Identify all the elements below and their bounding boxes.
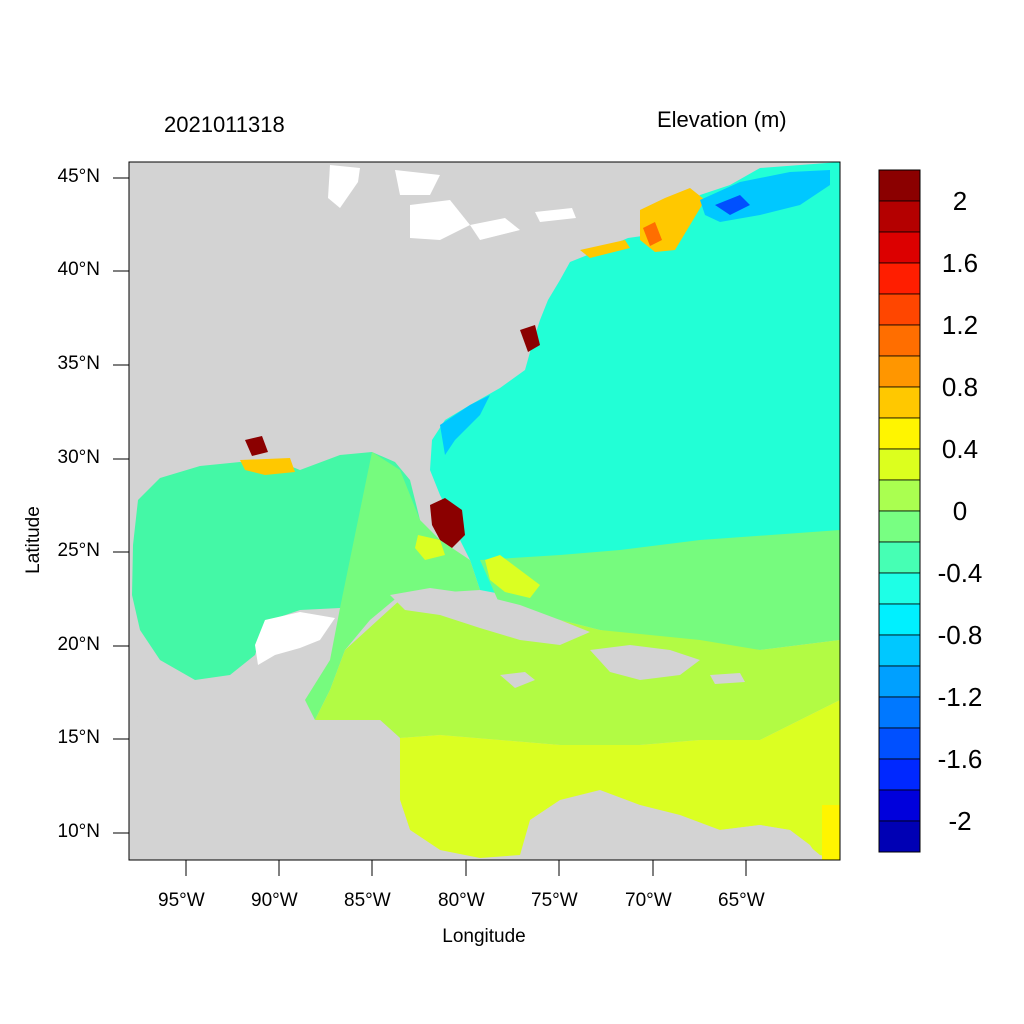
y-tick-label: 35°N xyxy=(57,353,100,374)
x-tick-label: 65°W xyxy=(718,890,765,911)
colorbar-swatch xyxy=(878,634,921,667)
ocean-bahamas xyxy=(480,530,840,650)
ocean-nw-caribbean xyxy=(305,452,480,720)
anomaly-mississippi xyxy=(245,436,268,456)
colorbar-swatch xyxy=(878,758,921,791)
colorbar-swatch xyxy=(878,727,921,760)
anomaly-georgia-bight xyxy=(440,395,490,455)
ocean-gulf-of-mexico xyxy=(132,452,430,680)
variable-title: Elevation (m) xyxy=(657,107,787,132)
colorbar-swatch xyxy=(878,665,921,698)
colorbar-swatch xyxy=(878,200,921,233)
ocean-caribbean-north xyxy=(315,600,840,745)
colorbar-label: -0.8 xyxy=(937,620,983,650)
timestamp-title: 2021011318 xyxy=(164,112,285,137)
x-tick-label: 85°W xyxy=(344,890,391,911)
island-jamaica xyxy=(500,672,535,688)
anomaly-cape-cod xyxy=(643,222,662,246)
map-panel xyxy=(129,162,840,860)
colorbar-label: 2 xyxy=(952,186,968,216)
central-america xyxy=(129,715,400,860)
colorbar-label: -1.2 xyxy=(937,682,983,712)
y-tick-label: 40°N xyxy=(57,259,100,280)
island-hispaniola xyxy=(590,645,700,680)
colorbar-label: -2 xyxy=(948,806,972,836)
anomaly-trinidad xyxy=(822,805,840,860)
central-america-east xyxy=(330,720,440,860)
y-tick-label: 45°N xyxy=(57,166,100,187)
y-tick-label: 15°N xyxy=(57,727,100,748)
x-tick-label: 75°W xyxy=(531,890,578,911)
y-tick-label: 25°N xyxy=(57,540,100,561)
x-tick-label: 80°W xyxy=(438,890,485,911)
anomaly-nova-scotia-core xyxy=(715,195,750,215)
x-axis-label: Longitude xyxy=(442,926,526,947)
y-tick-label: 20°N xyxy=(57,634,100,655)
map-frame xyxy=(128,161,841,861)
y-tick-label: 30°N xyxy=(57,447,100,468)
x-tick-label: 90°W xyxy=(251,890,298,911)
anomaly-south-florida xyxy=(430,498,465,548)
ocean-caribbean-south xyxy=(400,700,840,860)
colorbar-swatch xyxy=(878,572,921,605)
colorbar-swatch xyxy=(878,386,921,419)
colorbar-swatch xyxy=(878,355,921,388)
colorbar-label: -0.4 xyxy=(937,558,983,588)
colorbar-swatch xyxy=(878,231,921,264)
yucatan-shelf xyxy=(255,612,335,665)
colorbar-label: -1.6 xyxy=(937,744,983,774)
colorbar-swatch xyxy=(878,541,921,574)
colorbar-swatch xyxy=(878,169,921,202)
anomaly-long-island xyxy=(580,240,630,258)
x-tick-label: 95°W xyxy=(158,890,205,911)
colorbar-swatch xyxy=(878,696,921,729)
anomaly-louisiana xyxy=(240,458,295,475)
anomaly-chesapeake xyxy=(520,325,540,352)
colorbar-swatch xyxy=(878,448,921,481)
colorbar-label: 1.2 xyxy=(941,310,979,340)
anomaly-florida-bay xyxy=(415,535,445,560)
south-america xyxy=(540,805,820,860)
colorbar-label: 0 xyxy=(952,496,968,526)
colorbar-swatch xyxy=(878,293,921,326)
colorbar-swatch xyxy=(878,603,921,636)
colorbar-label: 1.6 xyxy=(941,248,979,278)
great-lakes xyxy=(328,165,576,240)
colorbar-swatch xyxy=(878,479,921,512)
ocean-atlantic xyxy=(430,162,840,615)
x-axis-ticks xyxy=(185,860,747,876)
colorbar-swatch xyxy=(878,789,921,822)
colorbar xyxy=(878,169,921,853)
colorbar-frame xyxy=(878,169,921,853)
colorbar-label: 0.4 xyxy=(941,434,979,464)
colorbar-swatch xyxy=(878,262,921,295)
island-cuba xyxy=(390,588,590,645)
island-puerto-rico xyxy=(710,673,745,684)
colorbar-swatch xyxy=(878,510,921,543)
y-axis-ticks xyxy=(113,177,129,834)
colorbar-swatch xyxy=(878,324,921,357)
colorbar-label: 0.8 xyxy=(941,372,979,402)
colorbar-swatch xyxy=(878,820,921,853)
x-tick-label: 70°W xyxy=(625,890,672,911)
y-tick-label: 10°N xyxy=(57,821,100,842)
anomaly-bahamas-bank xyxy=(485,555,540,598)
colorbar-swatch xyxy=(878,417,921,450)
